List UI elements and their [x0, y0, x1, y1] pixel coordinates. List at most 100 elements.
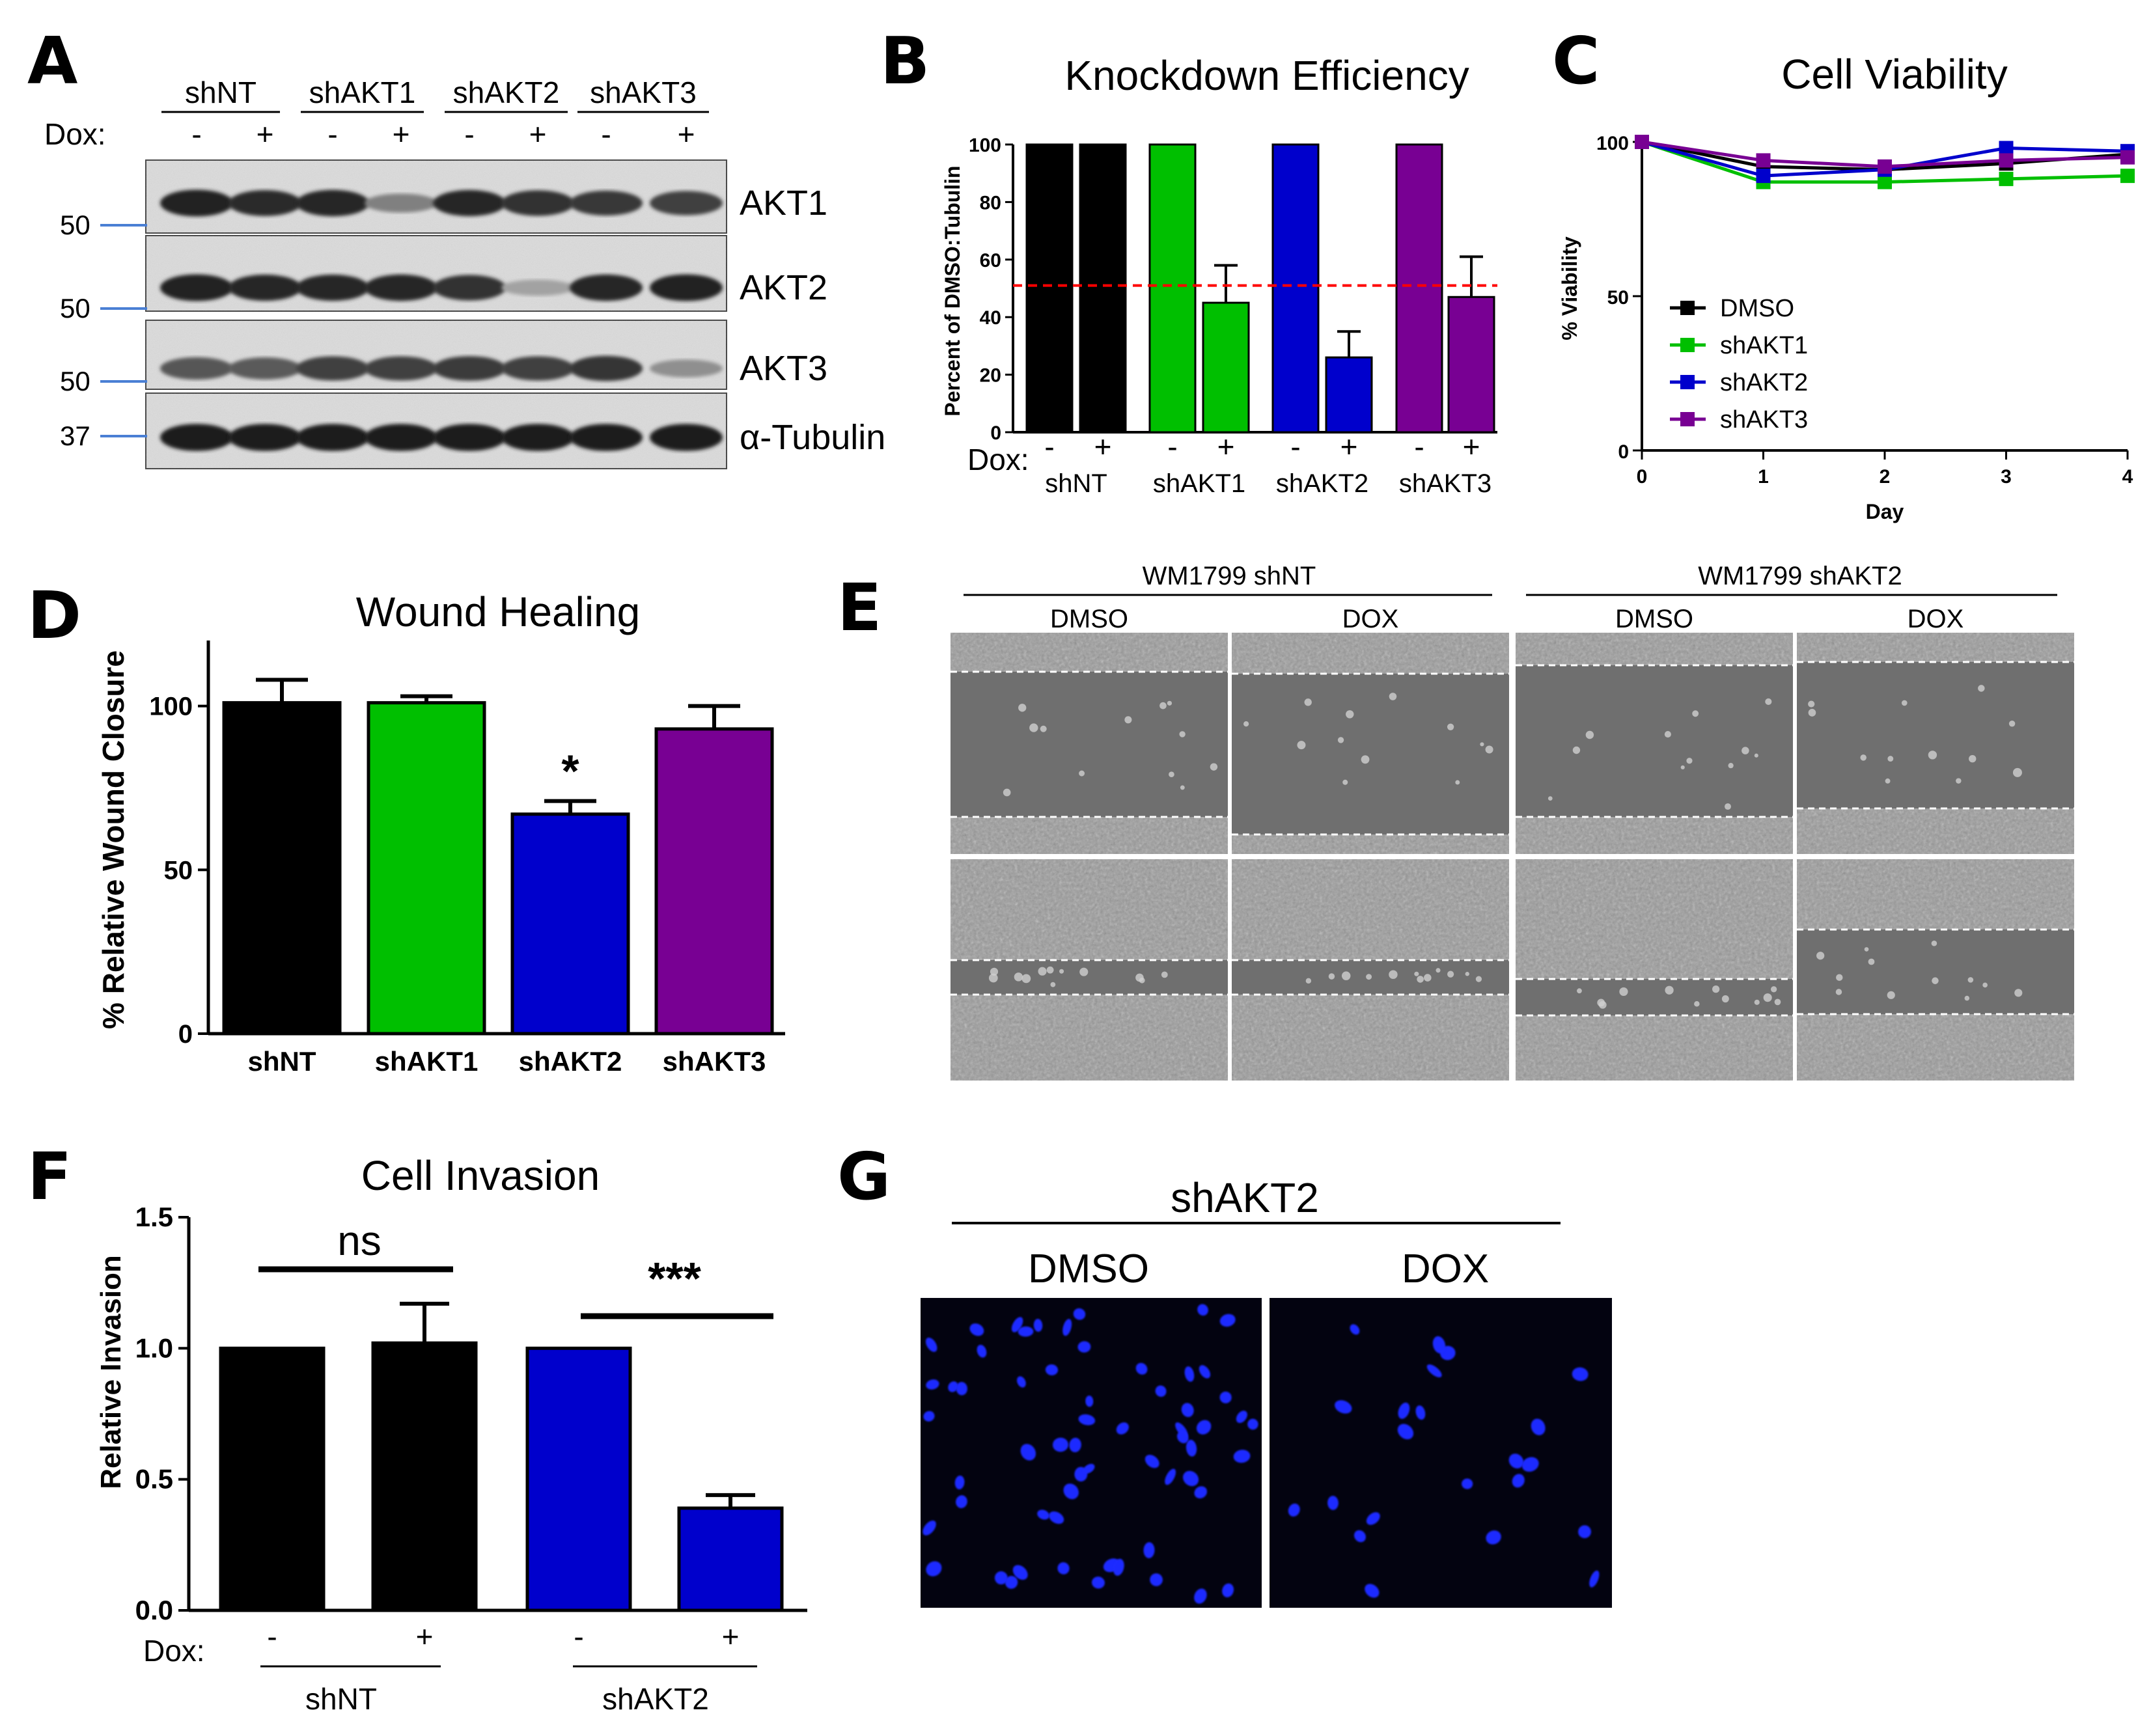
chart-c-xtick-label: 4 [2122, 466, 2133, 488]
chart-c-ytick-label: 0 [1618, 441, 1629, 463]
chart-d-category-label: shNT [248, 1046, 316, 1077]
blot-grain [146, 393, 727, 469]
panel-g: G shAKT2 DMSO DOX [837, 1138, 1612, 1608]
micrograph-wound-gap [951, 672, 1228, 817]
panel-letter-a: A [27, 23, 77, 99]
micrograph-cell [1597, 999, 1605, 1007]
blot-band [650, 424, 723, 451]
blot-band [501, 356, 574, 381]
chart-d-category-label: shAKT1 [375, 1046, 479, 1077]
nucleus [1062, 1319, 1072, 1336]
blot-grain [146, 236, 727, 311]
micrograph-cell [1046, 966, 1054, 974]
chart-c-legend-label: shAKT2 [1720, 369, 1808, 396]
micrograph-cell [1038, 967, 1047, 976]
nucleus [1415, 1405, 1426, 1420]
nucleus [956, 1382, 967, 1396]
nucleus [1155, 1385, 1167, 1397]
micrograph-cell [1050, 982, 1056, 987]
micrograph-cell-texture [1516, 859, 1793, 1081]
chart-b-bar [1271, 143, 1320, 434]
micrograph-cell [1169, 771, 1174, 778]
chart-f-dox-sign: - [574, 1619, 583, 1653]
chart-b-bar [1325, 356, 1373, 434]
nucleus [1037, 1509, 1049, 1520]
blot-band [296, 424, 369, 451]
chart-d-category-label: shAKT2 [519, 1046, 622, 1077]
chart-c-legend-label: DMSO [1720, 295, 1794, 322]
nucleus [1350, 1324, 1360, 1335]
nucleus [1426, 1364, 1442, 1377]
nucleus [1091, 1577, 1105, 1589]
blot-band [570, 274, 643, 301]
chart-b-dox-sign: - [1414, 430, 1424, 463]
blot-grain [146, 320, 727, 389]
nucleus [1078, 1414, 1096, 1426]
micrograph-wound-gap [1516, 665, 1793, 817]
micrograph-cell [1577, 988, 1582, 994]
chart-f-dox-sign: + [722, 1619, 740, 1653]
micrograph-cell [1619, 987, 1628, 997]
nucleus [1150, 1573, 1163, 1586]
micrograph-cell [1021, 974, 1031, 984]
nucleus [1196, 1420, 1212, 1435]
chart-c-legend-swatch [1680, 338, 1695, 352]
micrograph-cell [1297, 741, 1306, 750]
dox-sign: + [529, 117, 547, 151]
nucleus [1236, 1411, 1247, 1424]
micrograph-cell [1547, 796, 1553, 801]
nucleus [1077, 1341, 1091, 1353]
chart-f-group-shnt: shNT [305, 1682, 377, 1716]
mw-marker: 50 [60, 366, 90, 396]
blot-band [650, 274, 723, 301]
nucleus [1219, 1391, 1232, 1403]
nucleus [1219, 1314, 1236, 1327]
micrograph-cell [1328, 973, 1335, 980]
dox-sign: + [393, 117, 410, 151]
micrograph-cell [1887, 991, 1895, 999]
nucleus [1116, 1422, 1129, 1435]
chart-c-marker [1635, 135, 1649, 149]
panel-letter-c: C [1552, 23, 1600, 99]
micrograph-cell [1079, 967, 1089, 976]
chart-b-dox-sign: - [1044, 430, 1054, 463]
chart-b-ytick-label: 60 [980, 250, 1001, 271]
micrograph-cell [1337, 737, 1344, 743]
dox-sign: + [257, 117, 274, 151]
nucleus [1335, 1400, 1352, 1414]
micrograph-cell [1342, 779, 1348, 785]
blot-group-label: shNT [185, 76, 257, 109]
nucleus [1365, 1584, 1380, 1598]
nucleus [1181, 1403, 1194, 1418]
micrograph-cell [1447, 971, 1454, 978]
chart-d-bar [367, 701, 486, 1036]
nucleus [1085, 1396, 1094, 1407]
micrograph-cell [1179, 731, 1186, 737]
micrograph-cell [1901, 700, 1908, 706]
micrograph-cell [2012, 767, 2022, 777]
chart-b-dox-sign: + [1094, 430, 1112, 463]
micrograph-cell [1414, 971, 1419, 976]
panel-a: A shNT shAKT1 shAKT2 shAKT3 Dox: - + - + - + - + A… [27, 23, 885, 469]
blot-band [433, 275, 506, 301]
chart-b-ytick-label: 80 [980, 192, 1001, 214]
nucleus [1052, 1437, 1068, 1452]
nucleus [925, 1337, 937, 1352]
micrograph-cell [1742, 747, 1749, 754]
nucleus [923, 1520, 936, 1536]
panel-c: C Cell Viability % Viability Day 0501000… [1552, 23, 2135, 523]
chart-c-ylabel: % Viability [1558, 236, 1581, 340]
blot-band [229, 190, 301, 216]
micrograph-cell [1765, 698, 1772, 705]
blot-band [570, 355, 643, 381]
chart-b-dox-sign: - [1167, 430, 1177, 463]
micrograph-cell [1210, 763, 1218, 771]
chart-c-marker [1999, 153, 2014, 168]
micrograph-cell [1808, 700, 1815, 708]
nucleus [1512, 1474, 1525, 1488]
chart-b-group-label: shAKT3 [1399, 469, 1492, 498]
nucleus [1199, 1365, 1211, 1379]
chart-f-dox-label: Dox: [143, 1634, 205, 1668]
micrograph-cell [1808, 709, 1816, 717]
